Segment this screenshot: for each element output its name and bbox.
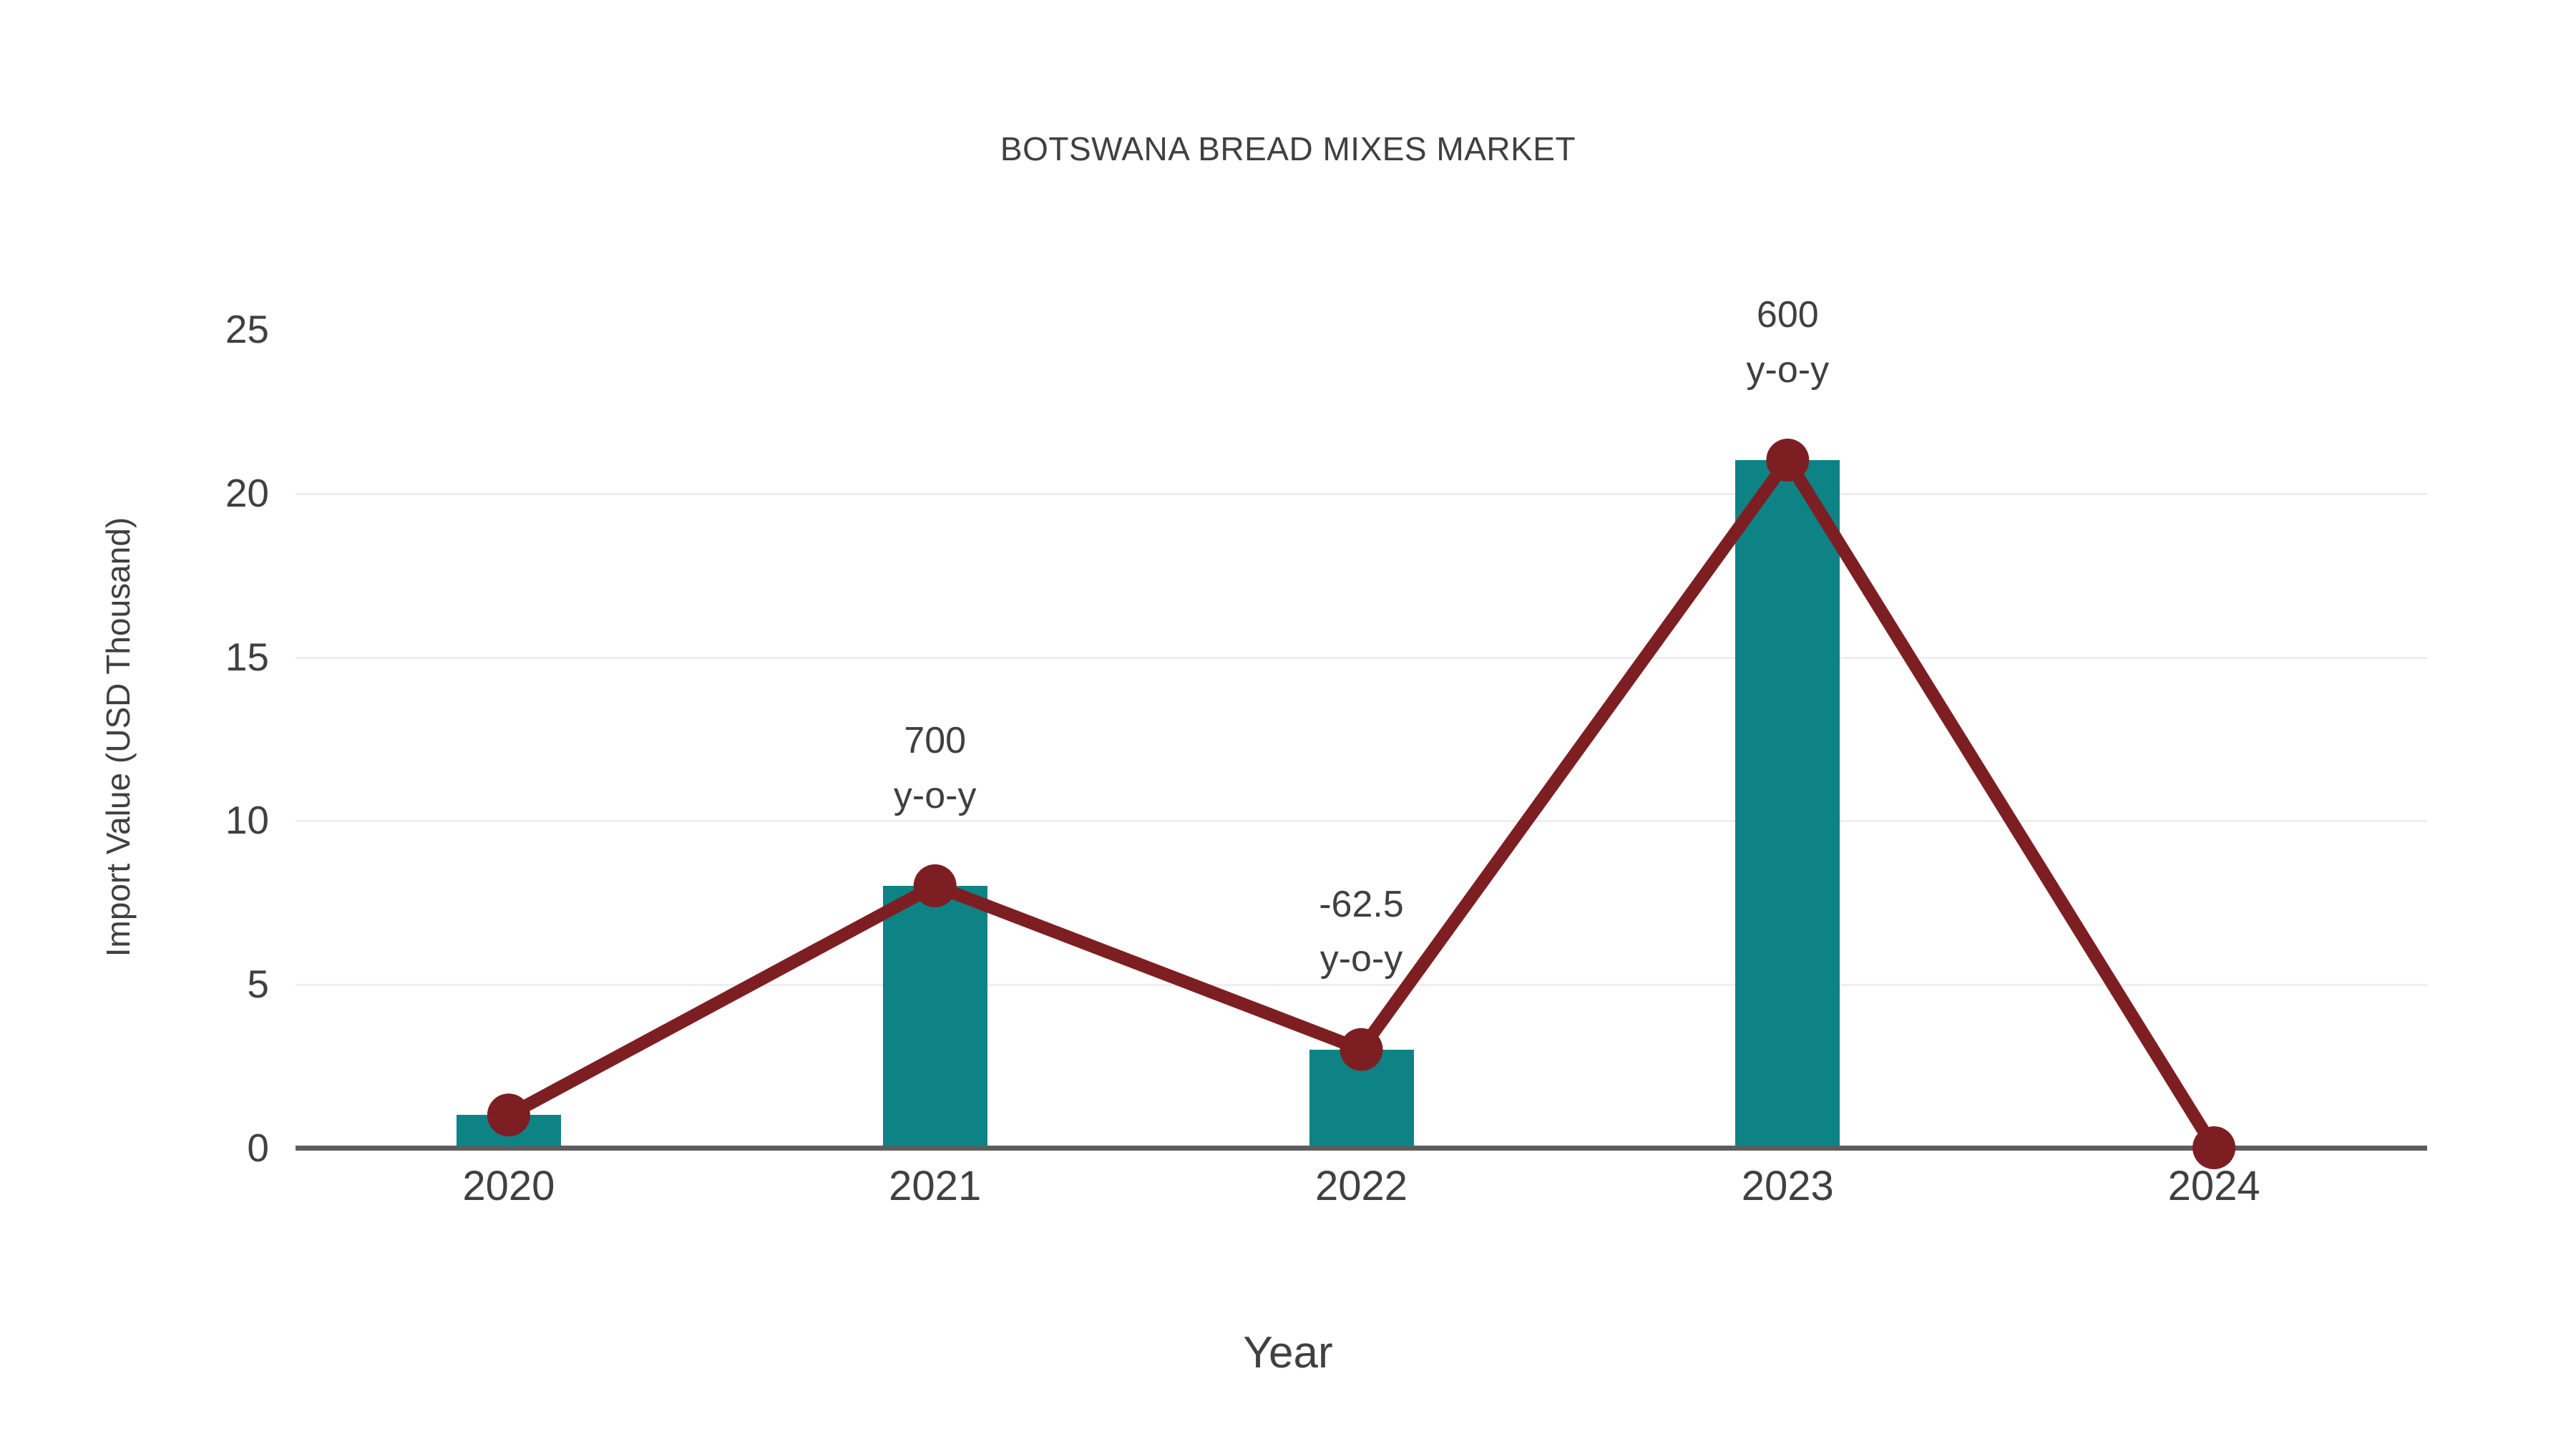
data-label-suffix: y-o-y	[893, 774, 977, 816]
chart-title: BOTSWANA BREAD MIXES MARKET	[1000, 130, 1576, 167]
data-label-value: 700	[904, 719, 967, 761]
y-tick-label: 25	[225, 307, 269, 351]
x-axis-line	[296, 1146, 2427, 1151]
gridline	[296, 820, 2427, 823]
bar	[456, 1115, 561, 1148]
data-label-suffix: y-o-y	[1746, 348, 1830, 391]
y-tick-label: 10	[225, 798, 269, 843]
x-axis-title: Year	[1243, 1328, 1333, 1377]
x-tick-label: 2023	[1741, 1163, 1834, 1209]
y-tick-label: 5	[247, 962, 269, 1007]
data-label: 700 y-o-y	[894, 721, 977, 815]
x-tick-label: 2024	[2167, 1163, 2260, 1209]
data-label-value: -62.5	[1319, 883, 1404, 925]
data-label: -62.5 y-o-y	[1319, 885, 1404, 979]
data-label-value: 600	[1756, 294, 1819, 336]
bar	[882, 885, 987, 1148]
data-label-suffix: y-o-y	[1319, 938, 1403, 980]
gridline	[296, 492, 2427, 495]
y-axis-tick-labels: 0 5 10 15 20 25	[169, 307, 269, 1170]
x-tick-label: 2022	[1314, 1163, 1408, 1209]
y-tick-label: 15	[225, 634, 269, 679]
y-axis-title: Import Value (USD Thousand)	[99, 517, 137, 957]
bar	[1309, 1049, 1414, 1148]
bar	[1735, 460, 1840, 1148]
x-tick-label: 2020	[462, 1163, 555, 1209]
gridline	[296, 984, 2427, 987]
y-tick-label: 0	[247, 1126, 269, 1170]
plot-area	[296, 329, 2427, 1150]
y-tick-label: 20	[225, 470, 269, 515]
x-tick-label: 2021	[889, 1163, 982, 1209]
data-label: 600 y-o-y	[1747, 296, 1830, 389]
gridline	[296, 656, 2427, 659]
